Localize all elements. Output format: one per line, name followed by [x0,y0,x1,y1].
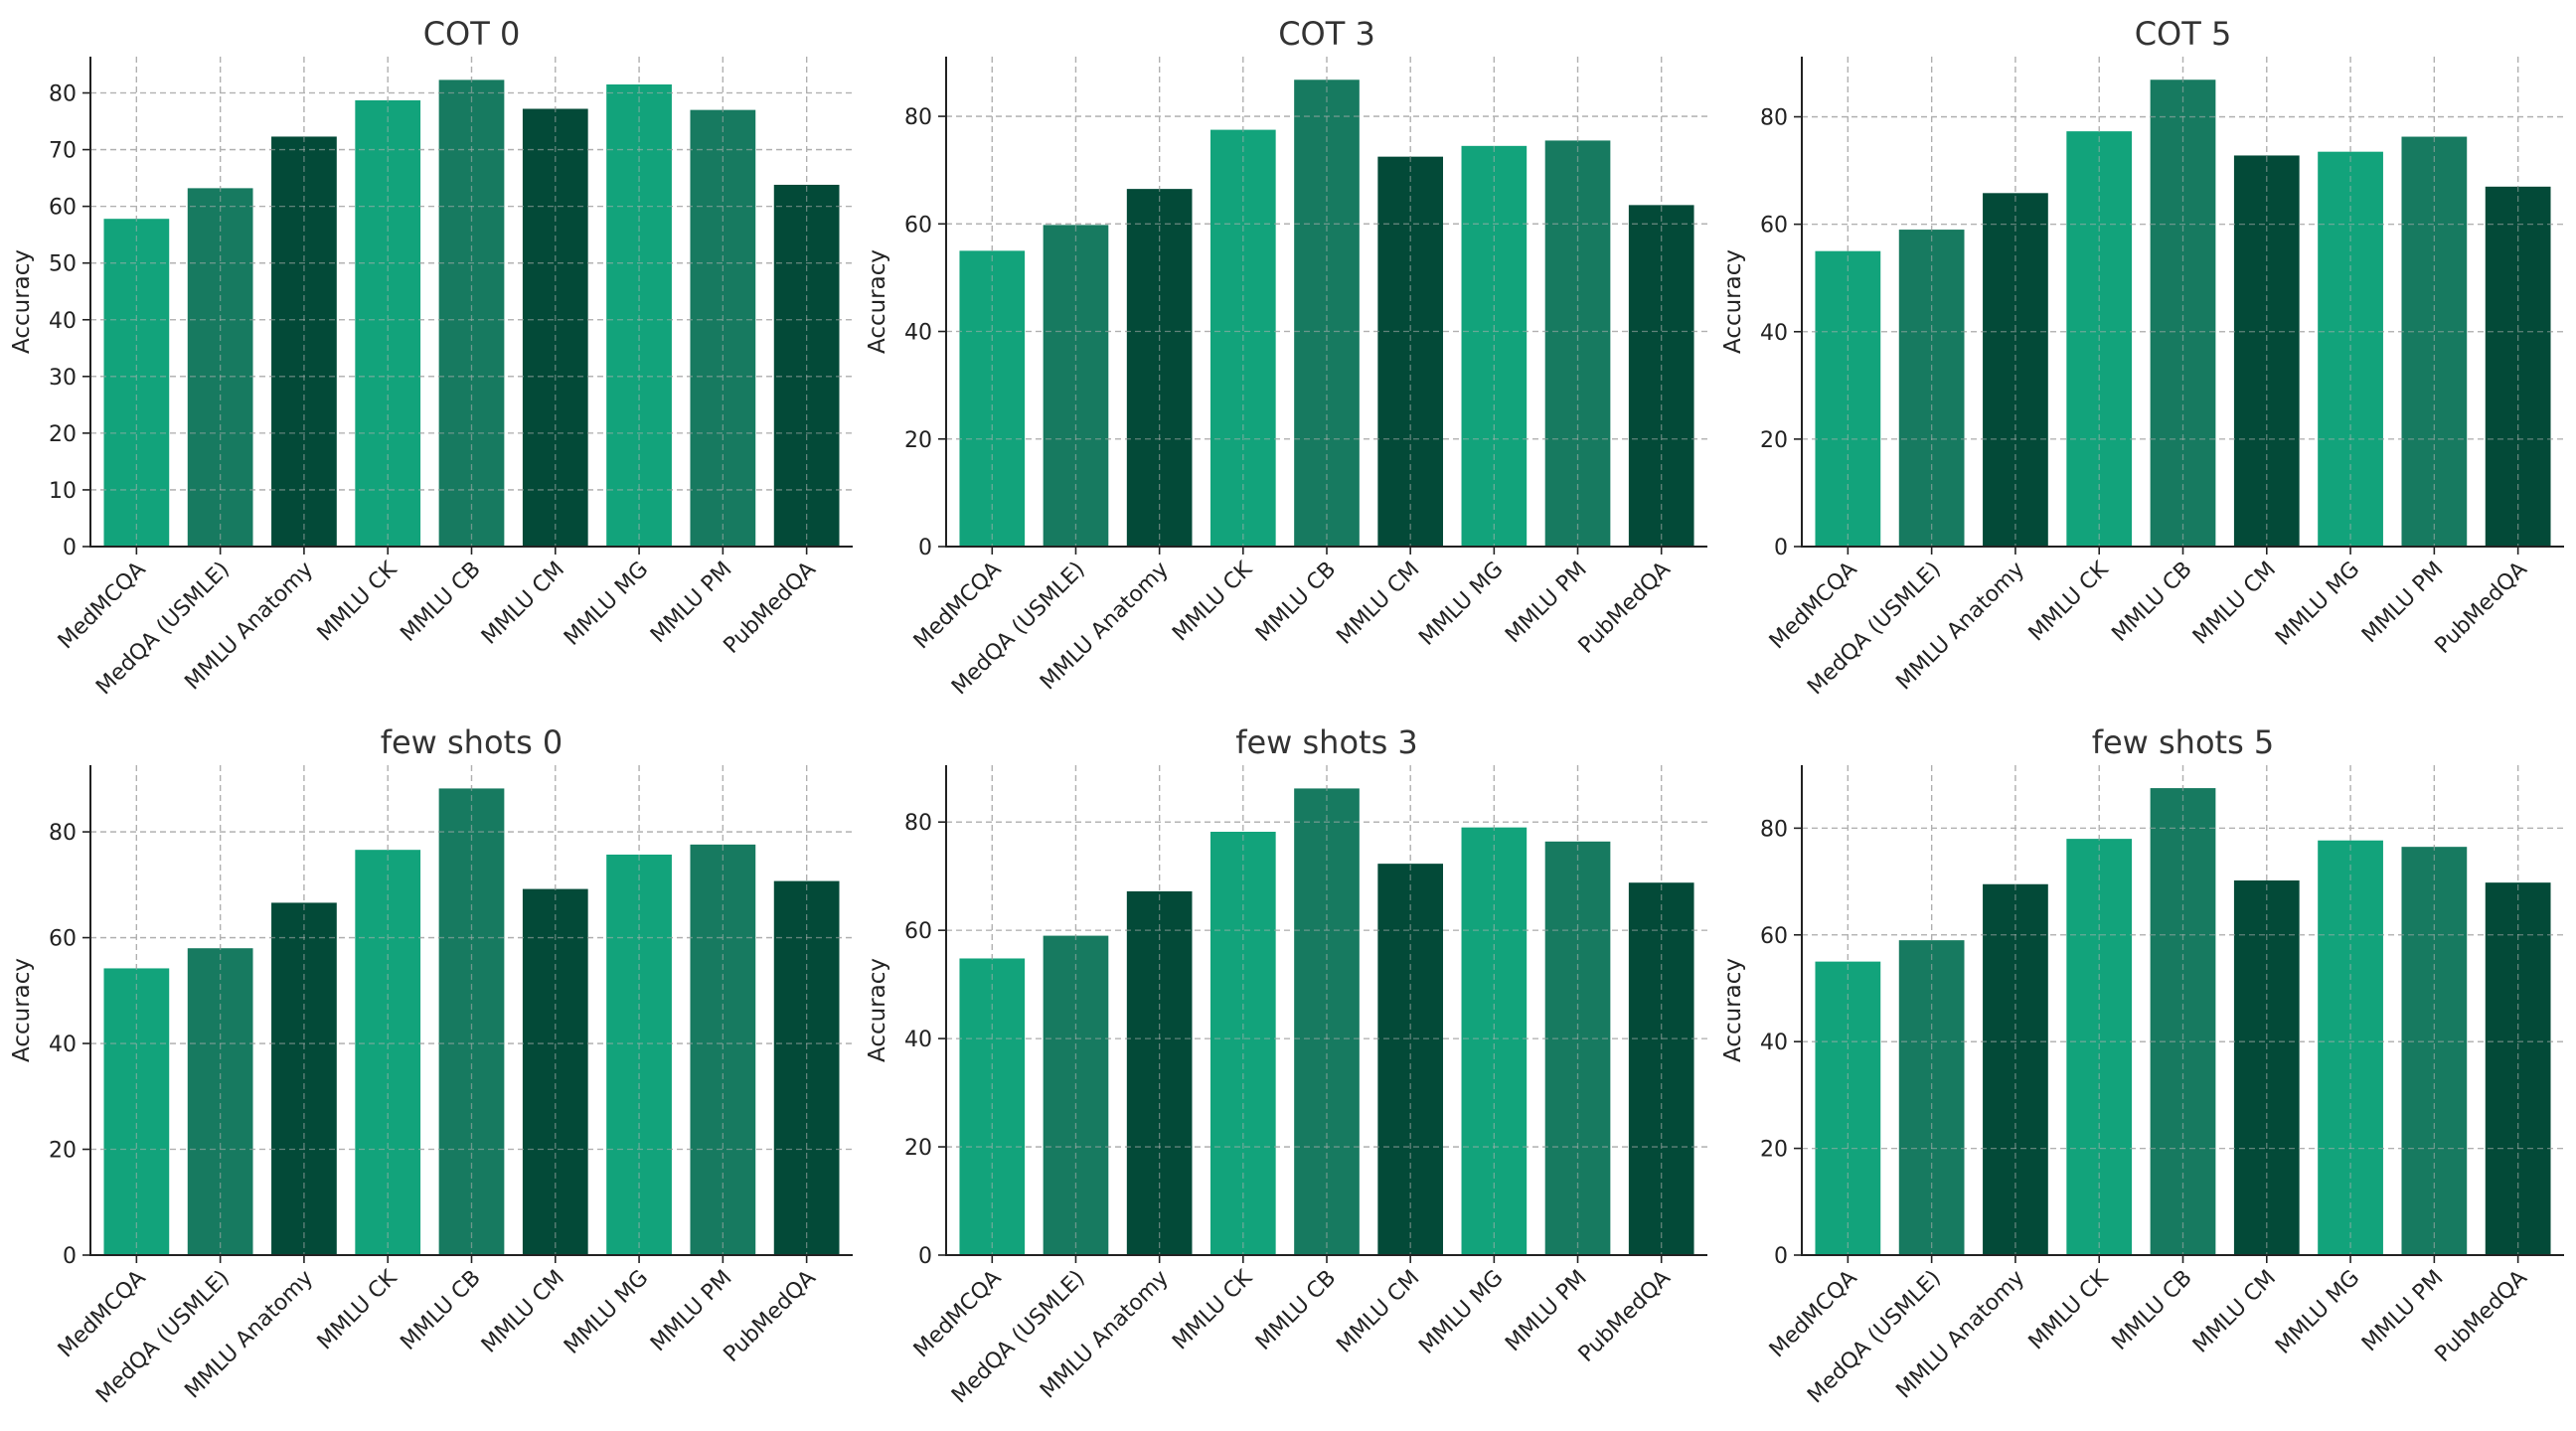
y-tick-label: 40 [49,1033,77,1057]
y-tick-label: 80 [904,105,932,130]
x-tick-label-mmlu-cb: MMLU CB [1251,1266,1341,1355]
y-tick-label: 80 [1760,106,1788,131]
x-tick-label-mmlu-mg: MMLU MG [1414,1266,1508,1359]
chart-title: COT 0 [423,15,521,53]
y-tick-label: 60 [1760,924,1788,949]
x-tick-label-mmlu-ck: MMLU CK [1168,556,1257,646]
y-tick-label: 60 [1760,214,1788,238]
y-tick-label: 40 [904,321,932,346]
y-tick-label: 80 [1760,817,1788,842]
y-tick-label: 20 [1760,428,1788,453]
y-tick-label: 10 [49,479,77,504]
x-tick-label-mmlu-ck: MMLU CK [2024,556,2114,646]
y-tick-label: 60 [904,213,932,238]
x-tick-label-mmlu-cb: MMLU CB [396,557,485,647]
y-axis-label: Accuracy [1720,249,1746,354]
x-tick-label-mmlu-ck: MMLU CK [313,1265,402,1354]
y-tick-label: 0 [1774,536,1788,560]
x-tick-label-mmlu-mg: MMLU MG [2271,557,2364,651]
y-tick-label: 80 [49,82,77,107]
y-tick-label: 60 [49,927,77,952]
x-tick-label-mmlu-pm: MMLU PM [646,557,737,649]
bar-medmcqa [103,968,170,1255]
x-tick-label-mmlu-cm: MMLU CM [1332,1266,1424,1358]
x-tick-label-mmlu-ck: MMLU CK [313,556,402,646]
y-tick-label: 60 [904,919,932,944]
y-tick-label: 40 [1760,1031,1788,1055]
x-tick-label-mmlu-pm: MMLU PM [1501,557,1592,649]
y-tick-label: 50 [49,252,77,277]
y-tick-label: 80 [904,811,932,836]
chart-title: few shots 5 [2092,723,2275,761]
x-tick-label-mmlu-pm: MMLU PM [1501,1266,1592,1357]
x-tick-label-mmlu-cm: MMLU CM [2188,557,2281,650]
y-tick-label: 20 [904,1136,932,1161]
x-tick-label-mmlu-cb: MMLU CB [2107,1266,2196,1355]
x-tick-label-mmlu-pm: MMLU PM [2357,557,2449,649]
chart-title: COT 5 [2135,15,2232,53]
x-tick-label-mmlu-ck: MMLU CK [2024,1265,2114,1354]
y-tick-label: 40 [904,1028,932,1052]
y-axis-label: Accuracy [865,249,890,354]
y-tick-label: 20 [904,428,932,453]
y-tick-label: 0 [918,536,932,560]
y-tick-label: 0 [63,1244,77,1269]
x-tick-label-mmlu-cb: MMLU CB [396,1266,485,1355]
bar-mmlu-cm [522,888,588,1255]
x-tick-label-mmlu-cb: MMLU CB [1251,557,1341,647]
y-tick-label: 0 [918,1244,932,1269]
y-tick-label: 40 [49,309,77,334]
y-tick-label: 20 [49,1139,77,1164]
y-tick-label: 30 [49,366,77,391]
chart-title: few shots 3 [1235,723,1418,761]
bar-medmcqa [103,219,170,547]
x-tick-label-mmlu-mg: MMLU MG [560,1266,653,1359]
x-tick-label-mmlu-cm: MMLU CM [477,557,569,650]
x-tick-label-mmlu-cm: MMLU CM [1332,557,1424,650]
bar-mmlu-mg [1461,827,1528,1255]
y-tick-label: 0 [1774,1244,1788,1269]
y-axis-label: Accuracy [9,249,35,354]
bar-mmlu-ck [355,99,421,547]
x-tick-label-mmlu-pm: MMLU PM [2357,1266,2449,1357]
y-tick-label: 40 [1760,321,1788,346]
y-tick-label: 60 [49,196,77,221]
x-tick-label-mmlu-mg: MMLU MG [1414,557,1508,651]
x-tick-label-mmlu-cb: MMLU CB [2107,557,2196,647]
bar-mmlu-cm [1377,156,1444,547]
x-tick-label-mmlu-mg: MMLU MG [560,557,653,651]
y-tick-label: 80 [49,821,77,846]
y-axis-label: Accuracy [9,958,35,1062]
chart-title: COT 3 [1278,15,1375,53]
x-tick-label-mmlu-cm: MMLU CM [477,1266,569,1358]
y-tick-label: 0 [63,536,77,560]
x-tick-label-mmlu-pm: MMLU PM [646,1266,737,1357]
x-tick-label-mmlu-cm: MMLU CM [2188,1266,2281,1358]
y-axis-label: Accuracy [1720,958,1746,1062]
x-tick-label-mmlu-ck: MMLU CK [1168,1265,1257,1354]
y-axis-label: Accuracy [865,958,890,1062]
y-tick-label: 70 [49,139,77,164]
chart-title: few shots 0 [381,723,564,761]
y-tick-label: 20 [49,422,77,447]
y-tick-label: 20 [1760,1138,1788,1163]
x-tick-label-mmlu-mg: MMLU MG [2271,1266,2364,1359]
